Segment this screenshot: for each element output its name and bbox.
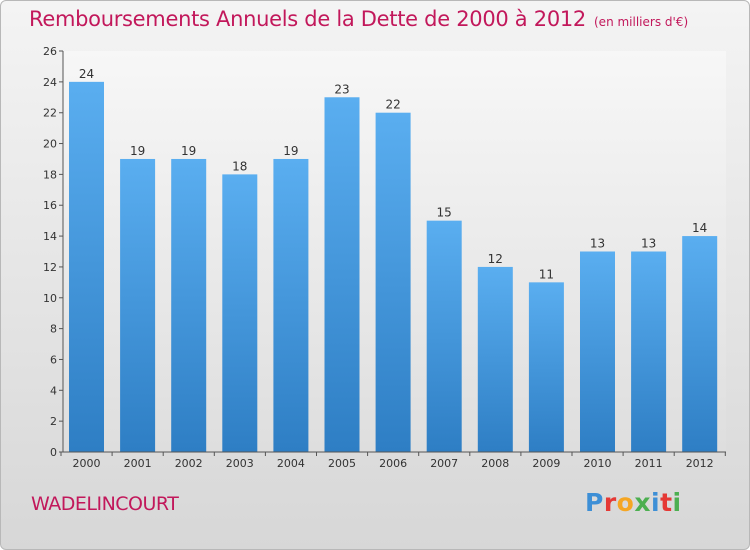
y-tick-24: 24 [43,76,57,89]
data-label-2005: 23 [334,82,349,96]
y-tick-0: 0 [50,446,57,459]
data-label-2006: 22 [385,98,400,112]
data-label-2010: 13 [590,237,605,251]
x-tick-2010: 2010 [584,457,612,470]
proxiti-logo: Proxiti [585,488,682,517]
x-tick-2008: 2008 [481,457,509,470]
y-tick-6: 6 [50,353,57,366]
y-tick-4: 4 [50,384,57,397]
bar-2009 [528,282,564,452]
y-tick-20: 20 [43,138,57,151]
y-tick-14: 14 [43,230,57,243]
bar-2002 [171,158,207,452]
data-label-2011: 13 [641,237,656,251]
logo-letter: i [672,488,682,517]
x-tick-2003: 2003 [226,457,254,470]
y-tick-22: 22 [43,107,57,120]
data-label-2004: 19 [283,144,298,158]
data-label-2008: 12 [488,252,503,266]
bar-2003 [222,174,258,452]
bar-2010 [580,251,615,452]
data-label-2000: 24 [79,67,94,81]
bar-2011 [631,251,667,452]
data-label-2002: 19 [181,144,196,158]
x-tick-2004: 2004 [277,457,305,470]
data-label-2001: 19 [130,144,145,158]
y-tick-26: 26 [43,45,57,58]
location-label: WADELINCOURT [31,493,179,515]
x-tick-2006: 2006 [379,457,407,470]
y-tick-2: 2 [50,415,57,428]
unit-note: (en milliers d'€) [594,15,689,29]
data-label-2003: 18 [232,159,247,173]
x-tick-2002: 2002 [175,457,203,470]
x-tick-2011: 2011 [635,457,663,470]
x-tick-2001: 2001 [124,457,152,470]
y-tick-10: 10 [43,292,57,305]
data-label-2009: 11 [539,267,554,281]
x-tick-2005: 2005 [328,457,356,470]
logo-letter: o [616,488,635,517]
logo-letter: x [634,488,651,517]
bar-2005 [324,97,360,453]
bar-2001 [120,158,156,452]
y-tick-12: 12 [43,261,57,274]
data-label-2007: 15 [437,206,452,220]
bar-2000 [69,81,104,452]
x-tick-2009: 2009 [532,457,560,470]
x-tick-2000: 2000 [73,457,101,470]
logo-letter: P [585,488,604,517]
y-tick-18: 18 [43,168,57,181]
x-tick-2007: 2007 [430,457,458,470]
bar-2004 [273,158,309,452]
y-tick-16: 16 [43,199,57,212]
x-tick-2012: 2012 [686,457,714,470]
logo-letter: i [651,488,661,517]
bar-2012 [682,236,718,452]
bar-2006 [375,112,411,452]
y-tick-8: 8 [50,323,57,336]
bar-2008 [477,266,513,452]
logo-letter: t [660,488,673,517]
chart-title-text: Remboursements Annuels de la Dette de 20… [29,7,586,31]
data-label-2012: 14 [692,221,707,235]
logo-letter: r [603,488,617,517]
bar-2007 [426,220,462,452]
chart-title: Remboursements Annuels de la Dette de 20… [29,7,688,31]
